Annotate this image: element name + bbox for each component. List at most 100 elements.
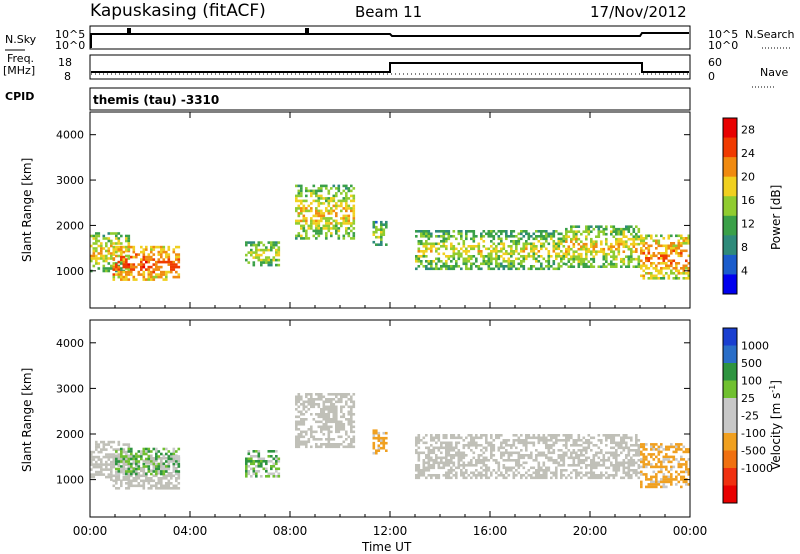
power-echo-cell bbox=[167, 245, 171, 249]
power-echo-cell bbox=[420, 250, 423, 253]
power-echo-cell bbox=[510, 247, 513, 251]
power-echo-cell bbox=[667, 254, 671, 258]
power-echo-cell bbox=[120, 253, 123, 256]
velocity-echo-cell bbox=[687, 468, 691, 471]
velocity-echo-cell bbox=[350, 395, 353, 399]
power-echo-cell bbox=[112, 253, 116, 256]
power-echo-cell bbox=[417, 242, 421, 246]
velocity-echo-cell bbox=[625, 471, 628, 475]
velocity-echo-cell bbox=[637, 459, 641, 462]
velocity-echo-cell bbox=[320, 395, 323, 399]
power-echo-cell bbox=[105, 249, 108, 253]
power-echo-cell bbox=[315, 222, 318, 225]
velocity-echo-cell bbox=[345, 433, 348, 436]
power-echo-cell bbox=[570, 237, 573, 241]
velocity-echo-cell bbox=[455, 474, 458, 477]
power-echo-cell bbox=[497, 230, 501, 233]
power-echo-cell bbox=[575, 250, 578, 253]
power-echo-cell bbox=[530, 247, 533, 251]
power-echo-cell bbox=[345, 209, 348, 213]
power-echo-cell bbox=[685, 237, 688, 240]
velocity-echo-cell bbox=[150, 450, 153, 453]
power-echo-cell bbox=[342, 184, 346, 188]
velocity-echo-cell bbox=[617, 466, 621, 470]
velocity-echo-cell bbox=[685, 483, 688, 486]
velocity-echo-cell bbox=[627, 469, 631, 472]
velocity-echo-cell bbox=[455, 444, 458, 447]
velocity-echo-cell bbox=[537, 461, 541, 465]
power-echo-cell bbox=[635, 225, 638, 228]
velocity-echo-cell bbox=[595, 466, 598, 470]
velocity-echo-cell bbox=[502, 474, 506, 477]
velocity-echo-cell bbox=[440, 441, 443, 445]
velocity-echo-cell bbox=[165, 487, 168, 490]
power-echo-cell bbox=[157, 258, 161, 261]
power-echo-cell bbox=[467, 267, 471, 271]
velocity-echo-cell bbox=[517, 451, 521, 455]
velocity-echo-cell bbox=[110, 445, 113, 449]
velocity-echo-cell bbox=[595, 444, 598, 447]
power-echo-cell bbox=[130, 273, 133, 276]
velocity-echo-cell bbox=[122, 477, 126, 480]
power-echo-cell bbox=[512, 235, 516, 238]
power-echo-cell bbox=[122, 265, 126, 269]
power-echo-cell bbox=[655, 267, 658, 270]
velocity-echo-cell bbox=[547, 449, 551, 452]
velocity-echo-cell bbox=[600, 459, 603, 462]
velocity-echo-cell bbox=[372, 431, 376, 435]
power-echo-cell bbox=[537, 260, 541, 263]
power-echo-cell bbox=[597, 227, 601, 231]
power-echo-cell bbox=[90, 244, 93, 248]
power-echo-cell bbox=[160, 270, 163, 274]
velocity-echo-cell bbox=[327, 430, 331, 434]
velocity-echo-cell bbox=[570, 444, 573, 447]
power-echo-cell bbox=[567, 257, 571, 261]
power-echo-cell bbox=[415, 235, 418, 238]
velocity-echo-region bbox=[415, 434, 641, 480]
power-echo-cell bbox=[610, 230, 613, 233]
power-echo-cell bbox=[470, 230, 473, 233]
velocity-echo-cell bbox=[662, 465, 666, 469]
power-echo-cell bbox=[517, 242, 521, 246]
power-echo-cell bbox=[110, 244, 113, 248]
power-echo-cell bbox=[530, 255, 533, 258]
velocity-echo-cell bbox=[315, 445, 318, 449]
power-echo-cell bbox=[272, 243, 276, 247]
velocity-echo-cell bbox=[170, 460, 173, 463]
velocity-echo-cell bbox=[590, 471, 593, 475]
velocity-echo-cell bbox=[587, 464, 591, 467]
power-echo-cell bbox=[495, 265, 498, 268]
power-echo-cell bbox=[615, 265, 618, 268]
velocity-echo-cell bbox=[517, 466, 521, 470]
power-echo-cell bbox=[335, 224, 338, 228]
power-echo-cell bbox=[677, 242, 681, 245]
velocity-echo-cell bbox=[480, 449, 483, 452]
velocity-echo-cell bbox=[307, 393, 311, 396]
power-echo-cell bbox=[685, 277, 688, 280]
velocity-echo-cell bbox=[425, 434, 428, 437]
velocity-echo-cell bbox=[332, 398, 336, 401]
velocity-echo-cell bbox=[270, 450, 273, 453]
power-echo-cell bbox=[590, 230, 593, 233]
power-echo-cell bbox=[650, 244, 653, 248]
velocity-echo-cell bbox=[675, 448, 678, 451]
velocity-echo-cell bbox=[545, 446, 548, 450]
velocity-echo-cell bbox=[302, 423, 306, 426]
velocity-echo-cell bbox=[500, 456, 503, 460]
velocity-echo-cell bbox=[135, 484, 138, 488]
velocity-echo-cell bbox=[140, 467, 143, 470]
velocity-echo-cell bbox=[305, 430, 308, 434]
velocity-echo-cell bbox=[615, 466, 618, 470]
power-y-label: Slant Range [km] bbox=[20, 158, 34, 262]
velocity-echo-cell bbox=[642, 445, 646, 449]
power-echo-cell bbox=[610, 232, 613, 236]
velocity-echo-cell bbox=[680, 485, 683, 489]
velocity-echo-cell bbox=[115, 479, 118, 483]
power-echo-cell bbox=[547, 232, 551, 236]
velocity-echo-cell bbox=[162, 447, 166, 451]
power-echo-cell bbox=[315, 214, 318, 218]
velocity-echo-cell bbox=[472, 441, 476, 445]
power-echo-cell bbox=[385, 223, 388, 226]
velocity-echo-cell bbox=[547, 451, 551, 455]
